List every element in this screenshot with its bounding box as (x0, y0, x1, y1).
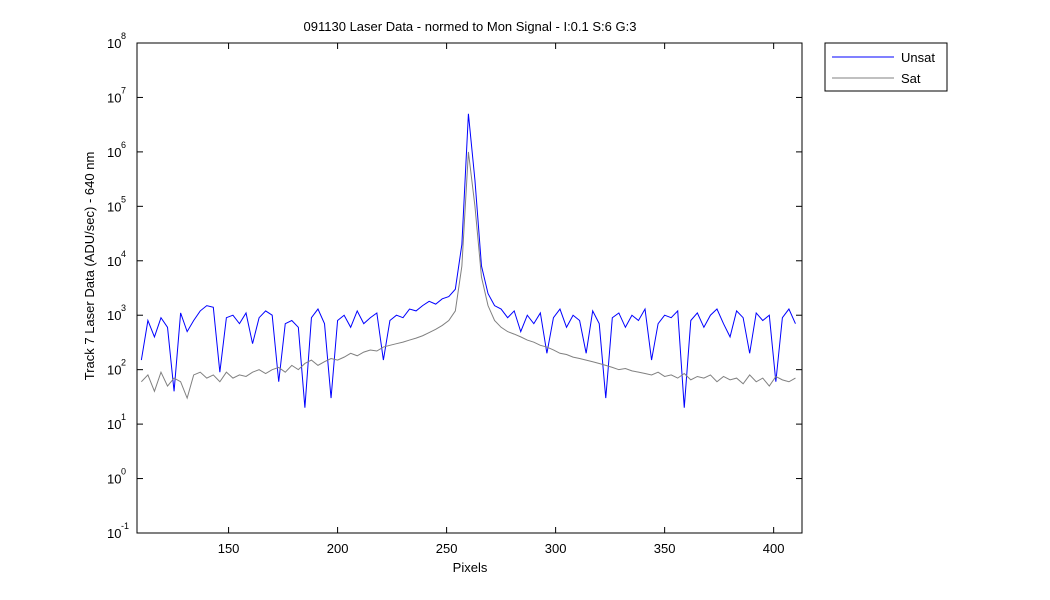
legend: Unsat Sat (824, 42, 948, 92)
y-tick-label: 10 (107, 363, 121, 378)
x-tick-label: 150 (218, 541, 240, 556)
y-tick-label: 10 (107, 36, 121, 51)
y-tick-exponent: 5 (121, 194, 126, 204)
y-tick-exponent: 2 (121, 358, 126, 368)
plot-area (136, 42, 803, 534)
y-tick-exponent: 0 (121, 467, 126, 477)
y-tick-exponent: 4 (121, 249, 126, 259)
y-tick-label: 10 (107, 526, 121, 541)
y-tick-exponent: 6 (121, 140, 126, 150)
y-tick-exponent: 1 (121, 412, 126, 422)
y-tick-label: 10 (107, 472, 121, 487)
y-tick-exponent: -1 (121, 521, 129, 531)
y-tick-exponent: 7 (121, 85, 126, 95)
x-tick-label: 400 (763, 541, 785, 556)
legend-label: Sat (901, 71, 921, 86)
chart-title: 091130 Laser Data - normed to Mon Signal… (304, 19, 637, 34)
y-tick-label: 10 (107, 308, 121, 323)
data-line (140, 151, 796, 400)
x-tick-label: 250 (436, 541, 458, 556)
data-line (140, 113, 796, 408)
y-tick-label: 10 (107, 199, 121, 214)
y-tick-exponent: 3 (121, 303, 126, 313)
y-tick-label: 10 (107, 90, 121, 105)
legend-box (824, 42, 948, 92)
x-tick-label: 200 (327, 541, 349, 556)
y-tick-label: 10 (107, 254, 121, 269)
x-tick-label: 350 (654, 541, 676, 556)
y-axis-label: Track 7 Laser Data (ADU/sec) - 640 nm (82, 152, 97, 381)
y-tick-label: 10 (107, 417, 121, 432)
y-tick-label: 10 (107, 145, 121, 160)
x-tick-label: 300 (545, 541, 567, 556)
x-axis-label: Pixels (453, 560, 488, 575)
legend-label: Unsat (901, 50, 935, 65)
y-tick-exponent: 8 (121, 31, 126, 41)
